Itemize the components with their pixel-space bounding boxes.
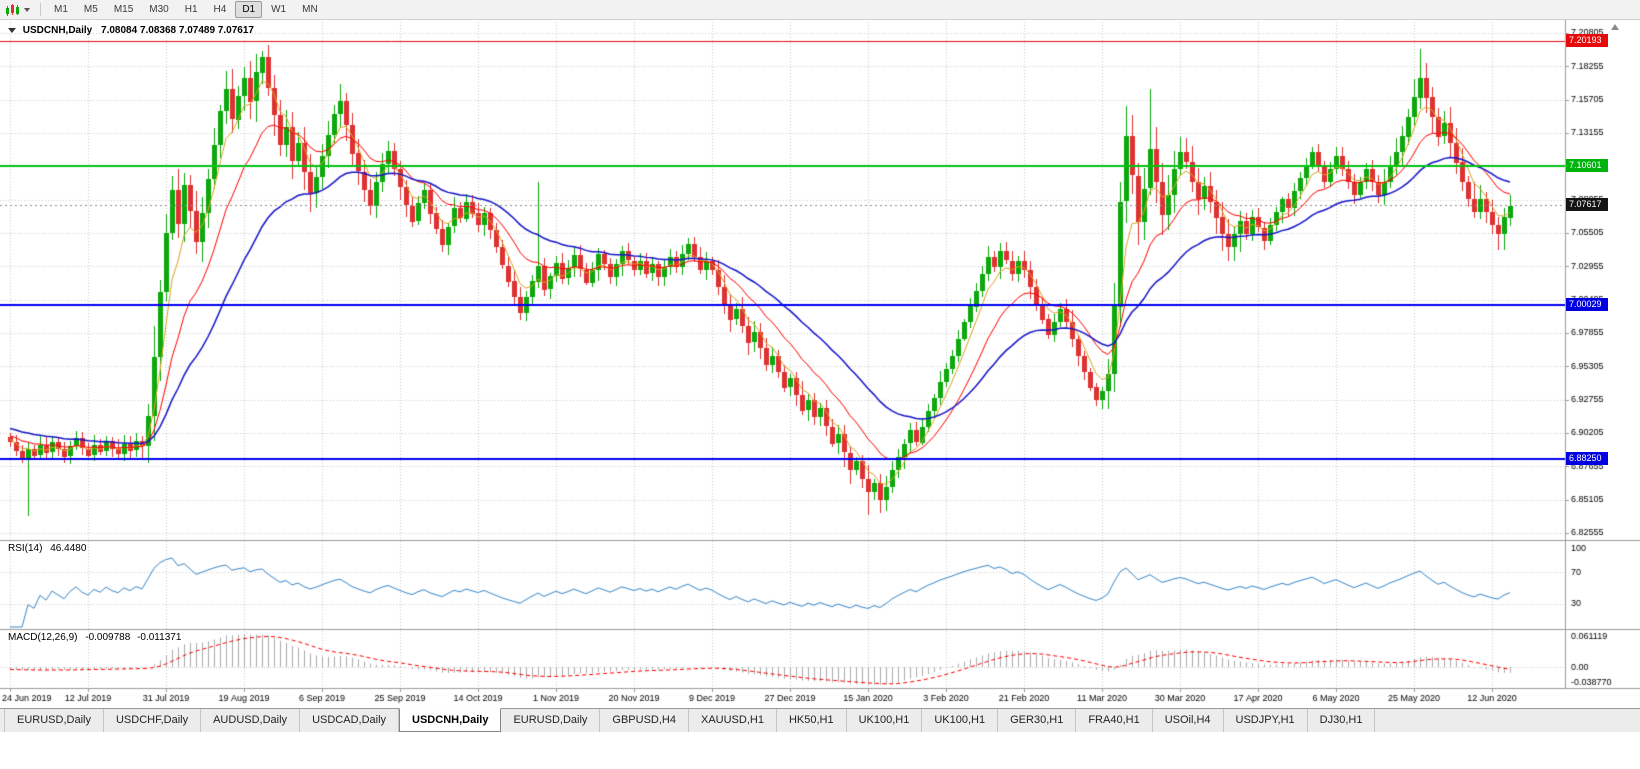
chart-tab-audusd-daily[interactable]: AUDUSD,Daily: [201, 709, 301, 732]
axis-scroll-up-icon[interactable]: [1611, 24, 1619, 30]
chart-tab-dj30-h1[interactable]: DJ30,H1: [1308, 709, 1376, 732]
chart-type-icon[interactable]: [5, 3, 21, 16]
timeframe-button-m15[interactable]: M15: [113, 4, 134, 15]
timeframe-button-d1[interactable]: D1: [235, 1, 263, 18]
chart-tab-uk100-h1[interactable]: UK100,H1: [922, 709, 999, 732]
chart-tab-gbpusd-h4[interactable]: GBPUSD,H4: [600, 709, 689, 732]
timeframe-button-m1[interactable]: M1: [54, 4, 68, 15]
price-axis[interactable]: [1566, 20, 1640, 688]
timeframe-button-m30[interactable]: M30: [149, 4, 169, 15]
chart-tab-uk100-h1[interactable]: UK100,H1: [847, 709, 923, 732]
macd-name: MACD(12,26,9): [8, 632, 78, 643]
collapse-header-icon[interactable]: [8, 27, 16, 33]
chart-tab-usdjpy-h1[interactable]: USDJPY,H1: [1224, 709, 1308, 732]
timeframe-toolbar: M1 M5 M15 M30 H1 H4 D1 W1 MN: [0, 0, 1640, 20]
chart-tabs: EURUSD,Daily USDCHF,Daily AUDUSD,Daily USDC…: [0, 708, 1640, 732]
chart-tab-eurusd-daily[interactable]: EURUSD,Daily: [4, 709, 104, 732]
timeframe-button-h1[interactable]: H1: [184, 4, 198, 15]
time-axis[interactable]: [0, 689, 1565, 708]
chart-tab-usdchf-daily[interactable]: USDCHF,Daily: [104, 709, 202, 732]
chart-canvas[interactable]: [0, 20, 1640, 708]
chart-ohlc-values: 7.08084 7.08368 7.07489 7.07617: [101, 25, 254, 36]
toolbar-separator: [40, 3, 41, 16]
candlestick-chart-glyph: [6, 4, 19, 16]
timeframe-buttons: M1 M5 M15 M30 H1 H4 D1 W1 MN: [46, 1, 326, 18]
timeframe-button-h4[interactable]: H4: [213, 4, 227, 15]
chart-symbol-label: USDCNH,Daily: [22, 25, 93, 36]
macd-main-value: -0.009788: [85, 632, 131, 643]
chart-tab-hk50-h1[interactable]: HK50,H1: [777, 709, 847, 732]
macd-indicator-label: MACD(12,26,9) -0.009788 -0.011371: [8, 632, 181, 643]
chart-tab-usdcad-daily[interactable]: USDCAD,Daily: [300, 709, 400, 732]
rsi-indicator-label: RSI(14) 46.4480: [8, 543, 86, 554]
chart-tab-usdcnh-daily[interactable]: USDCNH,Daily: [399, 708, 502, 732]
macd-signal-value: -0.011371: [137, 632, 182, 643]
rsi-name: RSI(14): [8, 543, 43, 554]
chart-tab-usoil-h4[interactable]: USOil,H4: [1153, 709, 1224, 732]
rsi-value: 46.4480: [50, 543, 87, 554]
chart-tab-eurusd-daily[interactable]: EURUSD,Daily: [501, 709, 601, 732]
chart-ohlc-header: USDCNH,Daily 7.08084 7.08368 7.07489 7.0…: [8, 25, 254, 36]
chart-tab-ger30-h1[interactable]: GER30,H1: [998, 709, 1077, 732]
bottom-filler: [0, 732, 1640, 769]
timeframe-button-mn[interactable]: MN: [302, 4, 318, 15]
chart-tab-xauusd-h1[interactable]: XAUUSD,H1: [689, 709, 777, 732]
timeframe-button-m5[interactable]: M5: [83, 4, 98, 15]
chart-type-dropdown-caret-icon[interactable]: [24, 7, 30, 12]
chart-tab-fra40-h1[interactable]: FRA40,H1: [1076, 709, 1153, 732]
timeframe-button-w1[interactable]: W1: [271, 4, 287, 15]
